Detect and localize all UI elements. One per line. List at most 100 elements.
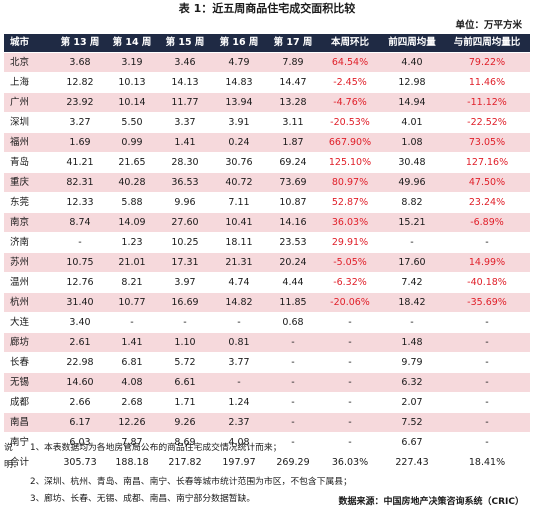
value-cell: 1.08 [380,132,444,153]
value-cell: 0.24 [212,132,266,153]
column-header: 第 15 周 [158,34,212,53]
value-cell: 2.68 [106,392,158,413]
value-cell: 10.87 [266,192,320,213]
value-cell: 73.69 [266,172,320,193]
value-cell: 667.90% [320,132,380,153]
value-cell: 8.21 [106,272,158,293]
table-row: 上海 12.82 10.13 14.13 14.83 14.47 -2.45% 12.98 11… [4,72,530,93]
city-cell: 廊坊 [4,332,54,353]
value-cell: 3.91 [212,112,266,133]
city-cell: 成都 [4,392,54,413]
note-number: 2、 [30,477,45,487]
value-cell: 18.42 [380,292,444,313]
value-cell: 82.31 [54,172,106,193]
value-cell: 14.09 [106,212,158,233]
value-cell: 227.43 [380,452,444,473]
value-cell: 6.67 [380,432,444,453]
note-number: 1、 [30,443,45,453]
value-cell: 17.60 [380,252,444,273]
value-cell: 4.01 [380,112,444,133]
value-cell: - [380,232,444,253]
value-cell: 23.24% [444,192,530,213]
note-text: 深圳、杭州、青岛、南昌、南宁、长春等城市统计范围为市区，不包含下属县； [44,477,352,487]
value-cell: 1.10 [158,332,212,353]
header-row: 城市第 13 周第 14 周第 15 周第 16 周第 17 周本周环比 前四周均… [4,34,530,53]
value-cell: - [444,412,530,433]
city-cell: 福州 [4,132,54,153]
value-cell: - [266,332,320,353]
value-cell: 3.11 [266,112,320,133]
value-cell: - [266,352,320,373]
table-row: 廊坊 2.61 1.41 1.10 0.81- -1.48- [4,332,530,353]
value-cell: 7.11 [212,192,266,213]
value-cell: 7.52 [380,412,444,433]
value-cell: 49.96 [380,172,444,193]
value-cell: 4.08 [212,432,266,453]
value-cell: 28.30 [158,152,212,173]
value-cell: 2.66 [54,392,106,413]
value-cell: - [444,372,530,393]
value-cell: 7.42 [380,272,444,293]
value-cell: 5.72 [158,352,212,373]
table-row: 重庆 82.31 40.28 36.53 40.72 73.69 80.97% 49.96 47… [4,172,530,193]
value-cell: 14.13 [158,72,212,93]
value-cell: - [106,312,158,333]
value-cell: 7.89 [266,52,320,73]
area-comparison-table: 城市第 13 周第 14 周第 15 周第 16 周第 17 周本周环比 前四周均… [4,34,530,473]
value-cell: 30.76 [212,152,266,173]
value-cell: - [320,312,380,333]
value-cell: 6.32 [380,372,444,393]
value-cell: 4.08 [106,372,158,393]
value-cell: -5.05% [320,252,380,273]
value-cell: - [266,412,320,433]
value-cell: -22.52% [444,112,530,133]
city-cell: 东莞 [4,192,54,213]
value-cell: - [212,372,266,393]
value-cell: 3.19 [106,52,158,73]
table-row: 济南 -1.23 10.25 18.11 23.53 29.91% - - [4,232,530,253]
value-cell: - [444,332,530,353]
value-cell: 20.24 [266,252,320,273]
column-header: 与前四周均量比 [444,34,530,53]
value-cell: 197.97 [212,452,266,473]
note-line-2: 2、 深圳、杭州、青岛、南昌、南宁、长春等城市统计范围为市区，不包含下属县； [4,474,530,491]
note-number: 3、 [30,494,45,504]
value-cell: 14.60 [54,372,106,393]
city-cell: 重庆 [4,172,54,193]
value-cell: 10.13 [106,72,158,93]
note-text: 本表数据均为各地房管局公布的商品住宅成交情况统计而来； [44,443,282,453]
value-cell: 4.74 [212,272,266,293]
value-cell: 6.61 [158,372,212,393]
value-cell: 12.98 [380,72,444,93]
value-cell: - [266,392,320,413]
city-cell: 苏州 [4,252,54,273]
value-cell: 10.75 [54,252,106,273]
value-cell: - [320,332,380,353]
value-cell: 0.81 [212,332,266,353]
value-cell: 9.26 [158,412,212,433]
table-row: 长春 22.98 6.81 5.72 3.77- -9.79- [4,352,530,373]
value-cell: -6.32% [320,272,380,293]
value-cell: -2.45% [320,72,380,93]
value-cell: 5.88 [106,192,158,213]
value-cell: 31.40 [54,292,106,313]
value-cell: 6.03 [54,432,106,453]
value-cell: 30.48 [380,152,444,173]
value-cell: 3.97 [158,272,212,293]
value-cell: 11.77 [158,92,212,113]
value-cell: 40.72 [212,172,266,193]
value-cell: 217.82 [158,452,212,473]
value-cell: 8.74 [54,212,106,233]
value-cell: 14.16 [266,212,320,233]
city-cell: 温州 [4,272,54,293]
table-row: 温州 12.76 8.21 3.97 4.74 4.44 -6.32% 7.42 -40.18% [4,272,530,293]
column-header: 本周环比 [320,34,380,53]
value-cell: - [380,312,444,333]
value-cell: -4.76% [320,92,380,113]
value-cell: 3.40 [54,312,106,333]
value-cell: 3.46 [158,52,212,73]
value-cell: 8.82 [380,192,444,213]
value-cell: 10.77 [106,292,158,313]
value-cell: 22.98 [54,352,106,373]
value-cell: 36.03% [320,212,380,233]
